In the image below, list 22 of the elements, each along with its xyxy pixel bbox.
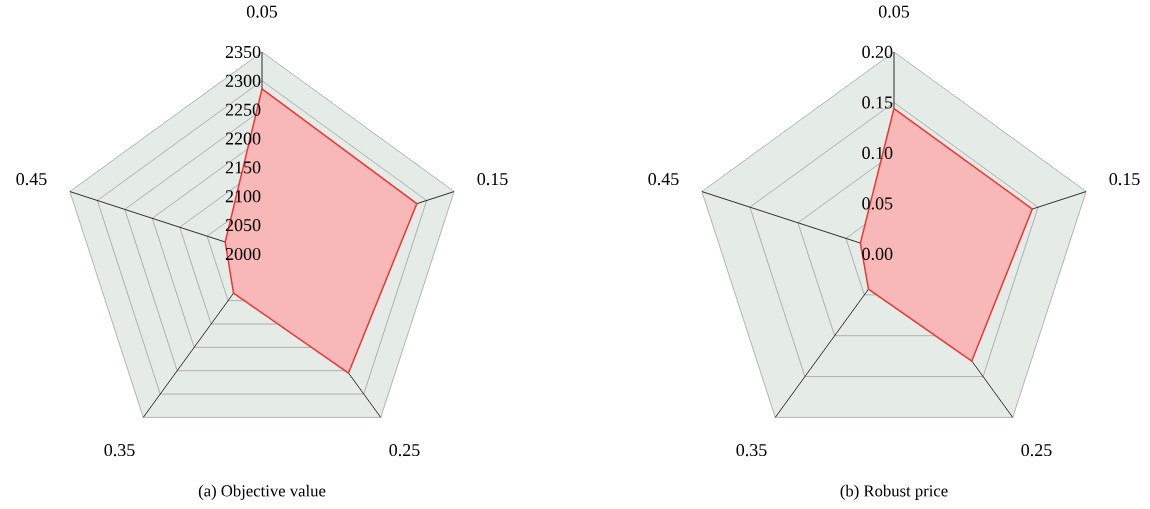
y-tick-label: 2350 bbox=[225, 45, 261, 59]
spoke-label: 0.35 bbox=[104, 443, 135, 457]
y-tick-label: 0.00 bbox=[862, 247, 893, 261]
y-tick-label: 2300 bbox=[225, 74, 261, 87]
y-tick-label: 2150 bbox=[225, 161, 261, 174]
text: (b) Robust price bbox=[840, 484, 948, 500]
spoke-label: 0.35 bbox=[736, 443, 767, 457]
text: (a) Objective value bbox=[198, 484, 326, 500]
spoke-label: 0.25 bbox=[1021, 443, 1052, 457]
spoke-label: 0.45 bbox=[16, 172, 47, 186]
spoke-label: 0.15 bbox=[477, 172, 508, 186]
spoke-label: 0.25 bbox=[389, 443, 420, 457]
spoke-label: 0.45 bbox=[648, 172, 679, 186]
y-tick-label: 0.15 bbox=[862, 96, 893, 109]
spoke-label: 0.15 bbox=[1109, 172, 1140, 186]
y-tick-label: 0.20 bbox=[862, 45, 893, 59]
y-tick-label: 2100 bbox=[225, 190, 261, 203]
y-tick-label: 0.05 bbox=[862, 197, 893, 210]
spoke-label: 0.05 bbox=[878, 5, 910, 18]
y-tick-label: 2050 bbox=[225, 219, 261, 232]
spoke-label: 0.05 bbox=[246, 5, 278, 18]
y-tick-label: 2000 bbox=[225, 247, 261, 261]
